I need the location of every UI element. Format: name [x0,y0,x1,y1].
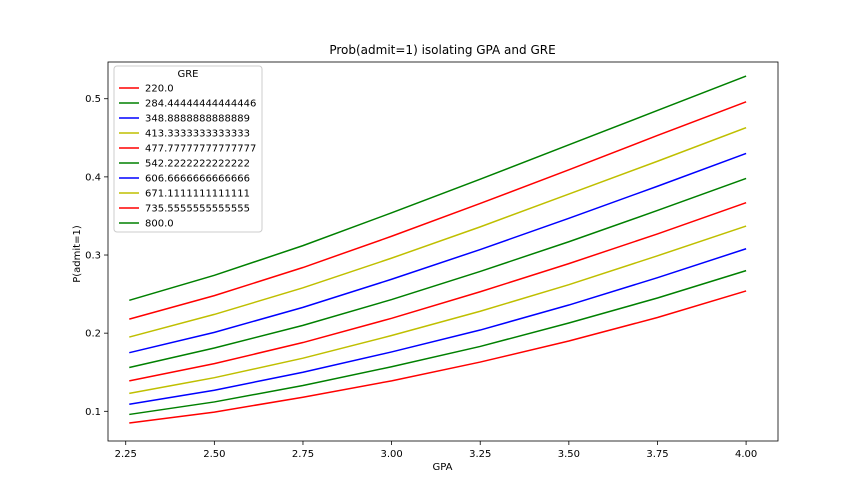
legend-label-1: 284.44444444444446 [145,99,256,110]
x-tick-label-0: 2.25 [115,449,137,460]
legend-label-7: 671.1111111111111 [145,189,250,200]
axes-frame [107,61,779,442]
legend-label-6: 606.6666666666666 [145,174,250,185]
series-line-4 [129,201,747,382]
legend-label-0: 220.0 [145,84,174,95]
series-line-3 [129,225,747,395]
legend-label-8: 735.5555555555555 [145,204,250,215]
series-lines [129,75,747,424]
x-tick-label-4: 3.25 [469,449,491,460]
series-line-0 [129,290,747,424]
legend-label-4: 477.77777777777777 [145,144,256,155]
x-tick-label-1: 2.50 [203,449,225,460]
legend-title: GRE [177,69,198,80]
legend-box [113,65,263,233]
legend-items: 220.0 284.44444444444446 348.8888888888889… [119,84,256,230]
series-line-2 [129,248,747,406]
x-tick-label-5: 3.50 [558,449,580,460]
x-tick-label-6: 3.75 [646,449,668,460]
y-tick-label-2: 0.3 [85,251,101,262]
x-tick-label-3: 3.00 [380,449,402,460]
y-axis-label: P(admit=1) [72,225,83,283]
legend-label-3: 413.3333333333333 [145,129,250,140]
legend: GRE 220.0 284.44444444444446 348.888888888… [113,65,263,233]
legend-label-9: 800.0 [145,219,174,230]
chart-title: Prob(admit=1) isolating GPA and GRE [329,43,555,57]
series-line-6 [129,152,747,354]
series-line-9 [129,75,747,302]
series-line-5 [129,177,747,369]
series-line-8 [129,101,747,320]
x-axis-ticks: 2.25 2.50 2.75 3.00 3.25 3.50 3.75 4.00 [115,441,757,460]
series-line-7 [129,126,747,338]
y-tick-label-4: 0.5 [85,94,101,105]
x-tick-label-2: 2.75 [292,449,314,460]
x-axis-label: GPA [433,462,453,473]
series-line-1 [129,269,747,416]
y-tick-label-3: 0.4 [85,172,101,183]
legend-label-5: 542.2222222222222 [145,159,250,170]
y-axis-ticks: 0.1 0.2 0.3 0.4 0.5 [85,94,108,418]
x-tick-label-7: 4.00 [735,449,757,460]
legend-label-2: 348.8888888888889 [145,114,250,125]
y-tick-label-0: 0.1 [85,407,101,418]
y-tick-label-1: 0.2 [85,329,101,340]
plot-area: 2.25 2.50 2.75 3.00 3.25 3.50 3.75 4.00 0.10.20… [85,61,779,460]
